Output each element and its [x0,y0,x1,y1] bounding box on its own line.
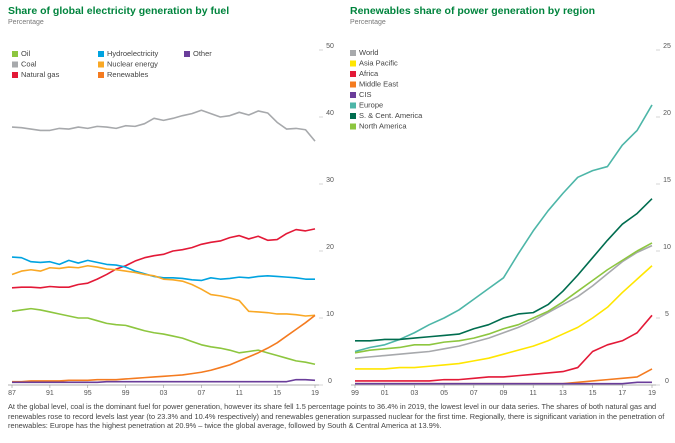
legend-swatch [98,72,104,78]
legend-swatch [350,50,356,56]
legend-label: Other [193,49,212,58]
chart-subtitle: Percentage [350,19,386,26]
legend-label: Asia Pacific [359,58,398,67]
series-line [355,265,653,370]
x-tick-label: 19 [311,390,319,397]
x-tick-label: 19 [648,390,656,397]
legend-label: S. & Cent. America [359,111,423,120]
x-tick-label: 11 [530,390,537,397]
y-tick-label: 20 [663,110,671,117]
x-tick-label: 09 [500,390,508,397]
x-tick-label: 07 [197,390,205,397]
series-line [354,244,653,359]
x-tick-label: 01 [381,390,389,397]
chart-title: Share of global electricity generation b… [8,5,229,17]
x-tick-label: 87 [8,390,16,397]
series-line [11,228,316,289]
legend-label: Natural gas [21,70,60,79]
legend-swatch [350,60,356,67]
series-line [11,307,316,366]
chart-subtitle: Percentage [8,19,44,26]
legend-swatch [350,81,356,88]
x-tick-label: 03 [411,390,419,397]
legend-label: North America [359,121,407,130]
legend-label: CIS [359,90,372,99]
caption: At the global level, coal is the dominan… [8,402,665,431]
legend-swatch [350,71,356,77]
legend-label: Renewables [107,70,149,79]
series-line [12,378,316,384]
x-tick-label: 99 [122,390,130,397]
series-line [11,264,316,317]
y-tick-label: 0 [665,378,669,385]
legend-swatch [184,51,190,57]
x-tick-label: 03 [160,390,168,397]
y-tick-label: 5 [665,311,669,318]
y-tick-label: 20 [326,244,334,251]
legend-swatch [98,51,104,57]
series-line [11,256,315,282]
legend-label: Middle East [359,79,399,88]
x-tick-label: 99 [351,390,359,397]
legend-label: Coal [21,59,37,68]
legend-swatch [350,92,356,98]
y-tick-label: 25 [663,43,671,50]
series-line [355,381,652,385]
x-tick-label: 95 [84,390,92,397]
series-line [355,314,653,382]
legend-swatch [350,113,356,119]
y-tick-label: 10 [326,311,334,318]
legend-swatch [350,102,356,109]
x-tick-label: 15 [273,390,281,397]
x-tick-label: 11 [236,390,243,397]
y-tick-label: 15 [663,177,671,184]
legend-swatch [12,51,18,57]
x-tick-label: 07 [470,390,478,397]
x-tick-label: 05 [440,390,448,397]
series-line [354,242,653,354]
chart-title: Renewables share of power generation by … [350,5,595,17]
y-tick-label: 40 [326,110,334,117]
x-tick-label: 17 [618,390,626,397]
legend-label: Oil [21,49,31,58]
legend-label: Europe [359,100,383,109]
legend-swatch [98,61,104,68]
x-tick-label: 15 [589,390,597,397]
y-tick-label: 50 [326,43,334,50]
legend-label: Nuclear energy [107,59,158,68]
legend-swatch [12,61,18,68]
legend-swatch [350,123,356,130]
x-tick-label: 13 [559,390,567,397]
x-tick-label: 91 [46,390,54,397]
y-tick-label: 0 [328,378,332,385]
legend-label: Africa [359,69,379,78]
y-tick-label: 10 [663,244,671,251]
series-line [12,314,316,383]
charts: Share of global electricity generation b… [8,5,671,397]
legend-label: Hydroelectricity [107,49,159,58]
legend-label: World [359,48,378,57]
y-tick-label: 30 [326,177,334,184]
series-line [355,198,653,342]
series-line [354,104,653,353]
series-line [11,109,316,142]
legend-swatch [12,72,18,78]
